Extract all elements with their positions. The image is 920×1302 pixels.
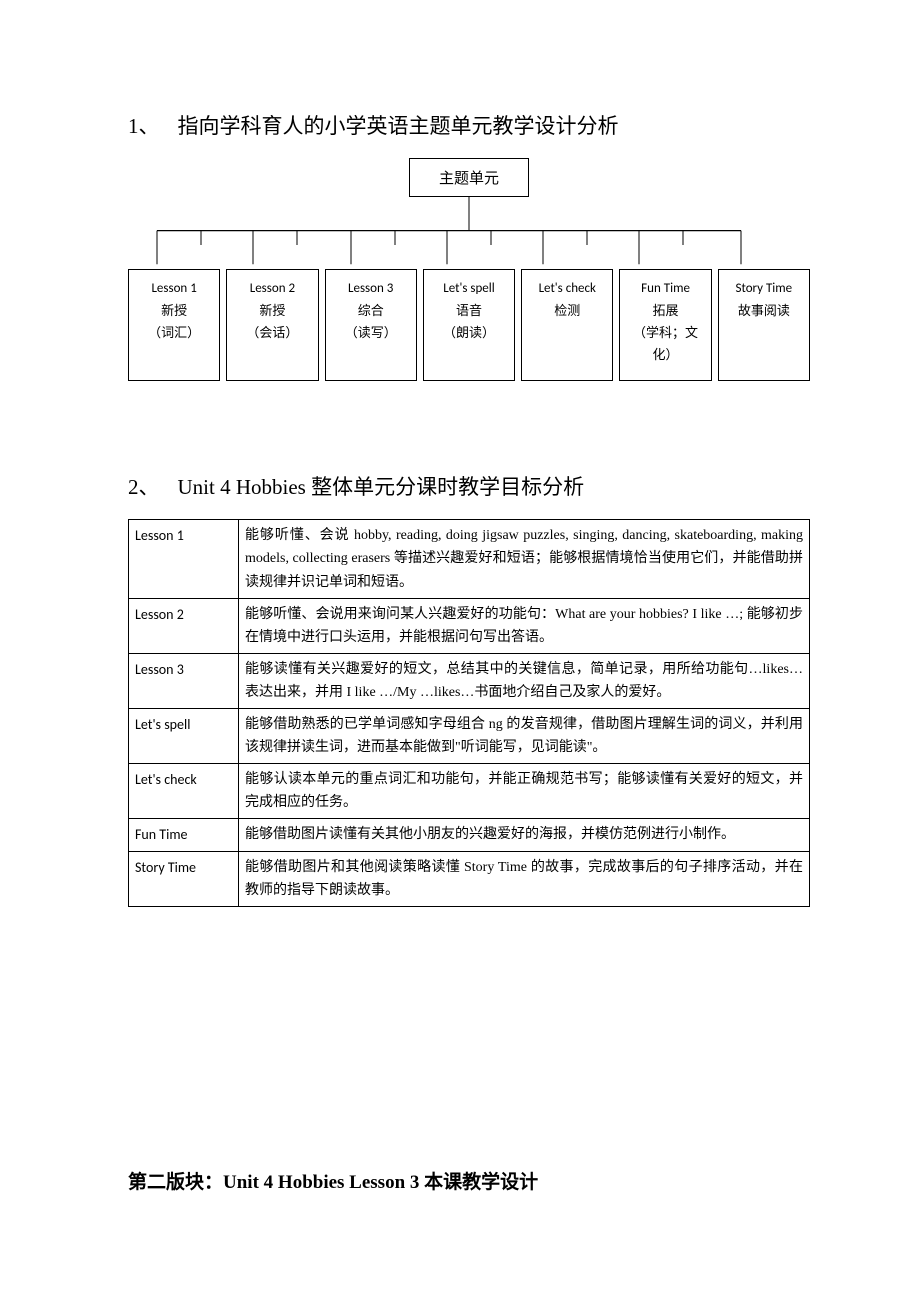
tree-root: 主题单元: [409, 158, 529, 197]
tree-leaf: Lesson 3综合（读写）: [325, 269, 417, 381]
tree-leaf-line3: （会话）: [231, 322, 313, 344]
objective-label: Story Time: [129, 851, 239, 906]
tree-leaf-line2: 拓展: [624, 300, 706, 322]
tree-leaf-line2: 新授: [231, 300, 313, 322]
table-row: Lesson 3能够读懂有关兴趣爱好的短文，总结其中的关键信息，简单记录，用所给…: [129, 653, 810, 708]
tree-leaf: Lesson 2新授（会话）: [226, 269, 318, 381]
objective-label: Let's check: [129, 764, 239, 819]
tree-leaf-line3: （学科；文化）: [624, 322, 706, 366]
tree-leaf-line2: 检测: [526, 300, 608, 322]
tree-leaf: Let's spell语音（朗读）: [423, 269, 515, 381]
tree-leaf-line2: 语音: [428, 300, 510, 322]
objective-label: Lesson 3: [129, 653, 239, 708]
table-row: Fun Time能够借助图片读懂有关其他小朋友的兴趣爱好的海报，并模仿范例进行小…: [129, 819, 810, 851]
objective-desc: 能够听懂、会说用来询问某人兴趣爱好的功能句：What are your hobb…: [239, 598, 810, 653]
objective-desc: 能够借助图片和其他阅读策略读懂 Story Time 的故事，完成故事后的句子排…: [239, 851, 810, 906]
tree-leaf-line1: Lesson 3: [330, 278, 412, 300]
objectives-tbody: Lesson 1能够听懂、会说 hobby, reading, doing ji…: [129, 520, 810, 906]
objective-label: Let's spell: [129, 709, 239, 764]
heading-2-num: 2、: [128, 475, 160, 499]
tree-leaf: Story Time故事阅读: [718, 269, 810, 381]
tree-leaf-line3: （词汇）: [133, 322, 215, 344]
section-2-pre: 第二版块：: [128, 1172, 223, 1193]
objective-desc: 能够认读本单元的重点词汇和功能句，并能正确规范书写；能够读懂有关爱好的短文，并完…: [239, 764, 810, 819]
tree-leaf-line1: Let's check: [526, 278, 608, 300]
table-row: Let's check能够认读本单元的重点词汇和功能句，并能正确规范书写；能够读…: [129, 764, 810, 819]
objectives-table: Lesson 1能够听懂、会说 hobby, reading, doing ji…: [128, 519, 810, 906]
tree-connectors: [129, 197, 809, 269]
tree-leaf-row: Lesson 1新授（词汇）Lesson 2新授（会话）Lesson 3综合（读…: [128, 269, 810, 381]
tree-leaf: Fun Time拓展（学科；文化）: [619, 269, 711, 381]
objective-desc: 能够听懂、会说 hobby, reading, doing jigsaw puz…: [239, 520, 810, 598]
heading-2-text-cn: 整体单元分课时教学目标分析: [311, 475, 584, 499]
tree-leaf-line2: 故事阅读: [723, 300, 805, 322]
tree-leaf-line3: （读写）: [330, 322, 412, 344]
heading-1-num: 1、: [128, 114, 160, 138]
table-row: Lesson 2能够听懂、会说用来询问某人兴趣爱好的功能句：What are y…: [129, 598, 810, 653]
objective-label: Lesson 2: [129, 598, 239, 653]
tree-leaf-line1: Fun Time: [624, 278, 706, 300]
table-row: Let's spell能够借助熟悉的已学单词感知字母组合 ng 的发音规律，借助…: [129, 709, 810, 764]
section-2-post: 本课教学设计: [424, 1172, 538, 1193]
tree-root-label: 主题单元: [439, 170, 499, 188]
tree-leaf-line1: Let's spell: [428, 278, 510, 300]
tree-leaf-line3: （朗读）: [428, 322, 510, 344]
objective-label: Fun Time: [129, 819, 239, 851]
tree-leaf: Let's check检测: [521, 269, 613, 381]
objective-label: Lesson 1: [129, 520, 239, 598]
heading-2-text-en: Unit 4 Hobbies: [178, 475, 312, 499]
tree-leaf: Lesson 1新授（词汇）: [128, 269, 220, 381]
tree-leaf-line2: 新授: [133, 300, 215, 322]
table-row: Story Time能够借助图片和其他阅读策略读懂 Story Time 的故事…: [129, 851, 810, 906]
tree-leaf-line1: Lesson 1: [133, 278, 215, 300]
tree-leaf-line1: Story Time: [723, 278, 805, 300]
objective-desc: 能够读懂有关兴趣爱好的短文，总结其中的关键信息，简单记录，用所给功能句…like…: [239, 653, 810, 708]
heading-2: 2、 Unit 4 Hobbies 整体单元分课时教学目标分析: [128, 471, 810, 501]
section-2-title: 第二版块：Unit 4 Hobbies Lesson 3 本课教学设计: [128, 1167, 810, 1194]
tree-leaf-line1: Lesson 2: [231, 278, 313, 300]
heading-1: 1、指向学科育人的小学英语主题单元教学设计分析: [128, 110, 810, 140]
objective-desc: 能够借助图片读懂有关其他小朋友的兴趣爱好的海报，并模仿范例进行小制作。: [239, 819, 810, 851]
table-row: Lesson 1能够听懂、会说 hobby, reading, doing ji…: [129, 520, 810, 598]
unit-tree-diagram: 主题单元 Lesson 1新授（词汇）Lesson 2新授（会话）Lesson …: [128, 158, 810, 381]
objective-desc: 能够借助熟悉的已学单词感知字母组合 ng 的发音规律，借助图片理解生词的词义，并…: [239, 709, 810, 764]
section-2-mid: Unit 4 Hobbies Lesson 3: [223, 1172, 424, 1193]
tree-leaf-line2: 综合: [330, 300, 412, 322]
heading-1-text: 指向学科育人的小学英语主题单元教学设计分析: [178, 114, 619, 138]
